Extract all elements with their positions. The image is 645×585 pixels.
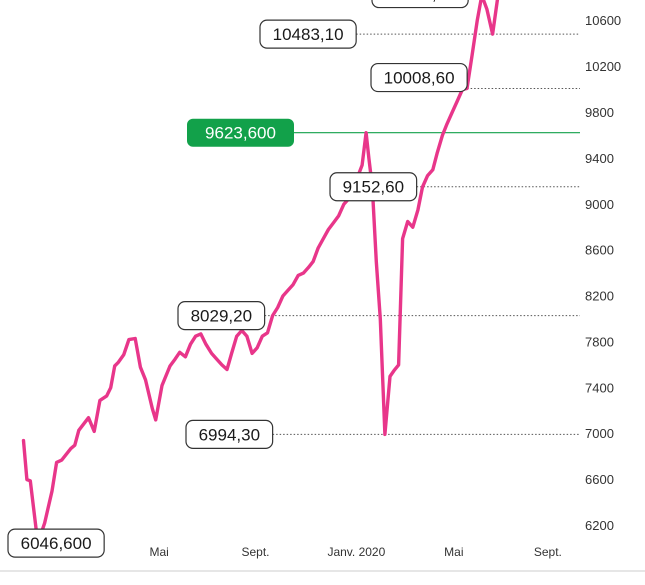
reference-badge <box>187 118 294 147</box>
y-tick-label: 6200 <box>585 518 614 533</box>
value-callout-label: 10483,10 <box>273 25 344 44</box>
value-callout-label: 8029,20 <box>191 307 252 326</box>
value-callout-label: 6994,30 <box>199 425 260 444</box>
value-callout-label: 9152,60 <box>343 178 404 197</box>
value-callout-box <box>185 419 274 449</box>
x-tick-label: Sept. <box>241 545 269 559</box>
plot-area: 6200 6600 7000 7400 7800 8200 8600 9000 9400 9800… <box>0 0 645 572</box>
y-tick-label: 8600 <box>585 243 614 258</box>
y-axis-ticks: 6200 6600 7000 7400 7800 8200 8600 9000 9400 9800… <box>585 13 621 533</box>
value-callout-box <box>370 62 468 93</box>
y-tick-label: 9000 <box>585 197 614 212</box>
value-callout-box <box>177 301 266 331</box>
value-callout-label: 6046,600 <box>21 534 92 553</box>
y-tick-label: 7400 <box>585 380 614 395</box>
reference-lines <box>294 132 580 134</box>
x-axis-ticks: Mai Sept. Janv. 2020 Mai Sept. <box>149 545 561 559</box>
x-tick-label: Mai <box>444 545 463 559</box>
series-layer <box>21 0 500 545</box>
series-line <box>21 0 500 545</box>
value-callout-label: 10008,60 <box>384 69 455 88</box>
value-callout-label: 10836,30 <box>385 0 456 4</box>
value-callouts: 11995,8009623,60010836,3010483,1010008,6… <box>7 0 469 558</box>
y-tick-label: 10200 <box>585 59 621 74</box>
y-tick-label: 10600 <box>585 13 621 28</box>
value-callout-box <box>371 0 469 9</box>
y-tick-label: 7000 <box>585 426 614 441</box>
value-callout-box <box>7 528 105 558</box>
value-callout-box <box>329 172 418 202</box>
annotation-guide-lines <box>264 33 580 435</box>
x-tick-label: Janv. 2020 <box>327 545 385 559</box>
y-tick-label: 9400 <box>585 151 614 166</box>
y-tick-label: 6600 <box>585 472 614 487</box>
value-callout-box <box>259 19 357 49</box>
x-tick-label: Sept. <box>534 545 562 559</box>
y-tick-label: 7800 <box>585 334 614 349</box>
x-tick-label: Mai <box>149 545 168 559</box>
y-tick-label: 9800 <box>585 105 614 120</box>
y-tick-label: 8200 <box>585 289 614 304</box>
reference-badge-label: 9623,600 <box>205 124 276 143</box>
